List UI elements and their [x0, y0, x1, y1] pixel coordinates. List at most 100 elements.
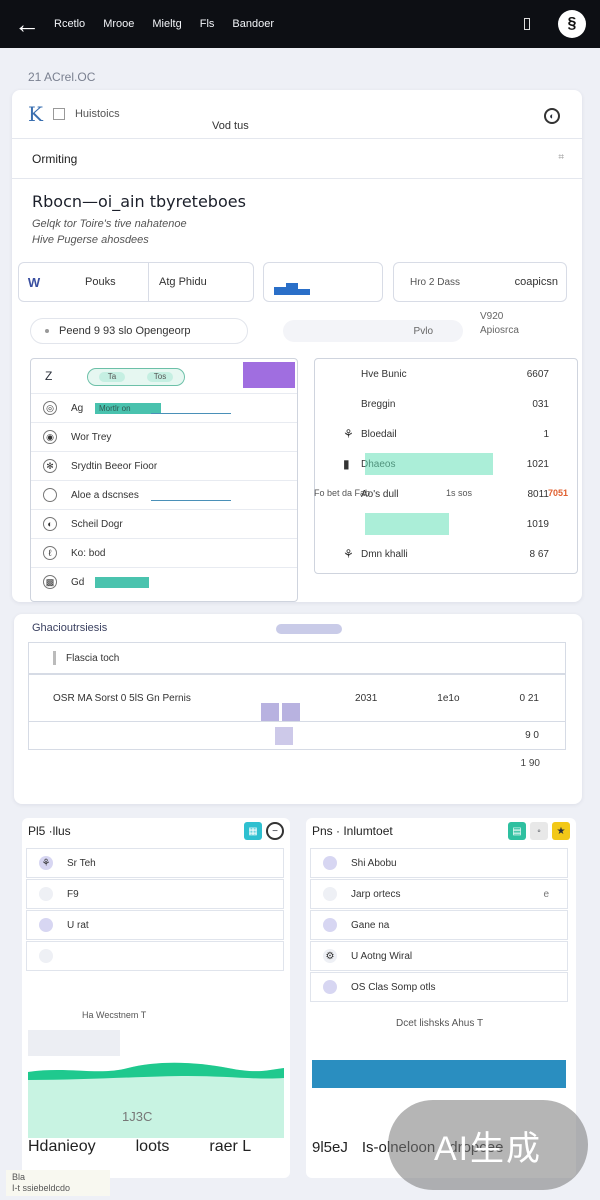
list-item[interactable]: Aloe a dscnses — [31, 480, 297, 509]
nav-tab-4[interactable]: Fls — [199, 18, 215, 30]
mini-bar — [274, 287, 286, 295]
hero-subtitle-line: Hive Pugerse ahosdees — [32, 234, 149, 246]
search-input[interactable]: Pvlo — [283, 320, 463, 342]
underline-rule — [151, 413, 231, 414]
list-item[interactable]: ⚘ Dmn khalli 8 67 — [315, 539, 577, 569]
avatar[interactable]: § — [558, 10, 586, 38]
item-label: Ko: bod — [71, 547, 106, 559]
footer-text: Hdanieoy — [28, 1138, 96, 1155]
list-item[interactable]: Ao's dull 8011 — [315, 479, 577, 509]
list-item[interactable]: OS Clas Somp otls — [310, 972, 568, 1002]
item-icon — [323, 856, 337, 870]
bottom-left-mid-text: Ha Wecstnem T — [82, 1010, 147, 1020]
stat-card-mini-chart[interactable] — [263, 262, 383, 302]
item-icon — [323, 980, 337, 994]
list-item[interactable]: Jarp ortecs e — [310, 879, 568, 909]
w-logo-icon: W — [27, 274, 41, 290]
nav-tab-2[interactable]: Mrooe — [103, 18, 135, 30]
more-icon[interactable]: ⌗ — [558, 152, 564, 163]
back-arrow-icon[interactable]: ← — [14, 9, 40, 39]
row-value: 2031 — [355, 692, 378, 704]
right-rows: Hve Bunic 6607 Breggin 031 ⚘ Bloedail 1 ▮Dhaeos… — [315, 359, 577, 569]
main-card: K Huistoics Vod tus ◐ Ormiting ⌗ Rbocn—o… — [12, 90, 582, 602]
chart-value: 1J3C — [122, 1109, 153, 1124]
item-end: e — [543, 888, 549, 900]
list-item[interactable]: F9 — [26, 879, 284, 909]
row-value: 9 0 — [525, 730, 539, 741]
row-label: Flascia toch — [66, 652, 120, 664]
list-item[interactable]: ⚘ Sr Teh — [26, 848, 284, 878]
star-icon[interactable]: ★ — [552, 822, 570, 840]
nav-tab-5[interactable]: Bandoer — [232, 18, 274, 30]
doc-icon[interactable]: ▤ — [508, 822, 526, 840]
list-item[interactable]: Shi Abobu — [310, 848, 568, 878]
toggle-icon[interactable]: ◦ — [530, 822, 548, 840]
bottom-left-title: Pl5 ·llus — [28, 824, 71, 838]
card-search[interactable]: K Huistoics — [28, 102, 120, 126]
list-item[interactable]: ◎ Ag Mortlr on — [31, 393, 297, 422]
breadcrumb[interactable]: 21 ACrel.OC — [28, 70, 96, 84]
item-value: 6607 — [526, 368, 549, 380]
item-icon: ⚘ — [343, 547, 354, 561]
section-label: Ormiting — [32, 152, 78, 166]
toggle-option[interactable]: Tos — [147, 372, 173, 382]
grey-block — [28, 1030, 120, 1056]
filter-pill[interactable]: Peend 9 93 slo Opengeorp — [30, 318, 248, 344]
card-search-text: Huistoics — [74, 108, 120, 120]
item-icon — [323, 887, 337, 901]
toggle-option[interactable]: Ta — [99, 372, 125, 382]
stat-3-right: coapicsn — [514, 276, 558, 288]
grid-icon[interactable]: ▦ — [244, 822, 262, 840]
search-input-text: Pvlo — [413, 325, 433, 337]
topbar-actions: § — [524, 10, 586, 38]
secondary-row-2[interactable]: OSR MA Sorst 0 5lS Gn Pernis 2031 1e1o 0… — [28, 674, 566, 722]
hero-subtitle: Gelqk tor Toire's tive nahatenoe Hive Pu… — [32, 216, 187, 248]
stat-card-3[interactable]: Hro 2 Dass coapicsn — [393, 262, 567, 302]
stat-card-1[interactable]: W Pouks Atg Phidu — [18, 262, 254, 302]
row-label: OSR MA Sorst 0 5lS Gn Pernis — [53, 692, 191, 704]
list-item[interactable]: ◐ Scheil Dogr — [31, 509, 297, 538]
list-item[interactable]: 1019 — [315, 509, 577, 539]
list-item[interactable]: ℓ Ko: bod — [31, 538, 297, 567]
item-label: U rat — [67, 919, 89, 931]
footer-text: 9l5eJ — [312, 1139, 348, 1156]
list-item[interactable]: Breggin 031 — [315, 389, 577, 419]
nav-tabs: Rcetlo Mrooe Mieltg Fls Bandoer — [54, 18, 274, 30]
item-icon: ◐ — [43, 517, 57, 531]
item-label: Shi Abobu — [351, 857, 397, 869]
list-item[interactable]: ✻ Srydtin Beeor Fioor — [31, 451, 297, 480]
mini-bar-chart — [274, 283, 310, 295]
toggle-icon[interactable]: ◐ — [544, 108, 560, 124]
list-item[interactable]: Gane na — [310, 910, 568, 940]
window-icon[interactable] — [524, 18, 530, 30]
list-item[interactable] — [26, 941, 284, 971]
blue-bar — [312, 1060, 566, 1088]
bottom-right-mid-text: Dcet lishsks Ahus T — [396, 1018, 484, 1029]
list-item[interactable]: ▩ Gd — [31, 567, 297, 596]
divider — [12, 178, 582, 179]
card-tab[interactable]: Vod tus — [212, 120, 249, 132]
lilac-block — [281, 703, 300, 721]
list-item[interactable]: ⚙ U Aotng Wiral — [310, 941, 568, 971]
item-icon: ⚘ — [343, 427, 354, 441]
view-toggle[interactable]: Ta Tos — [87, 368, 185, 386]
status-legend-line: V920 — [480, 311, 504, 322]
item-value: 031 — [532, 398, 549, 410]
list-item[interactable]: ▮Dhaeos1021 — [315, 449, 577, 479]
item-label: Scheil Dogr — [71, 518, 123, 530]
list-item[interactable]: ⚘ Bloedail 1 — [315, 419, 577, 449]
secondary-title: Ghacioutrsiesis — [32, 622, 108, 634]
secondary-row-1[interactable]: Flascia toch — [28, 642, 566, 674]
bottom-tag: Bla I-t ssiebeldcdo — [6, 1170, 110, 1196]
minus-circle-icon[interactable]: − — [266, 822, 284, 840]
item-icon: ✻ — [43, 459, 57, 473]
secondary-row-3[interactable]: 9 0 — [28, 722, 566, 750]
list-item[interactable]: Hve Bunic 6607 — [315, 359, 577, 389]
checkbox-icon[interactable] — [52, 108, 65, 120]
nav-tab-1[interactable]: Rcetlo — [54, 18, 86, 30]
nav-tab-3[interactable]: Mieltg — [152, 18, 182, 30]
list-item[interactable]: U rat — [26, 910, 284, 940]
bottom-right-title: Pns · Inlumtoet — [312, 824, 393, 838]
stat-label-2: Atg Phidu — [159, 276, 207, 288]
list-item[interactable]: ◉ Wor Trey — [31, 422, 297, 451]
